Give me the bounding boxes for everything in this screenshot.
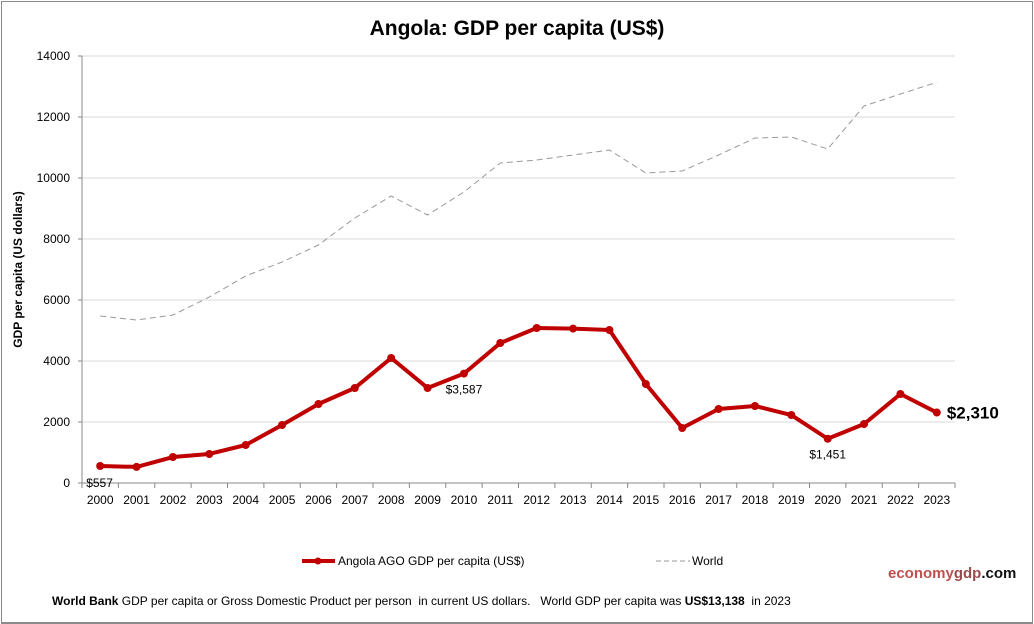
data-point-angola (350, 383, 359, 392)
x-tick-label: 2022 (887, 493, 914, 507)
x-tick-label: 2011 (487, 493, 513, 507)
data-point-angola (278, 420, 287, 429)
data-point-angola (423, 383, 432, 392)
brand-part3: .com (981, 565, 1017, 582)
data-point-angola (605, 326, 614, 335)
legend-label-angola: Angola AGO GDP per capita (US$) (338, 554, 525, 568)
x-tick-label: 2000 (87, 493, 114, 507)
x-tick-label: 2007 (341, 493, 368, 507)
data-point-angola (205, 449, 214, 458)
footer-source: World Bank (52, 594, 119, 608)
series-line-angola (100, 325, 938, 469)
y-tick-label: 10000 (37, 171, 71, 185)
data-point-angola (569, 324, 578, 333)
data-point-angola (932, 408, 941, 417)
x-tick-label: 2015 (632, 493, 659, 507)
x-tick-label: 2020 (814, 493, 841, 507)
data-label: $1,451 (809, 448, 846, 462)
data-point-angola (641, 379, 650, 388)
data-point-angola (896, 390, 905, 399)
brand-logo: economygdp.com (888, 565, 1016, 582)
x-tick-label: 2013 (560, 493, 587, 507)
y-tick-label: 12000 (37, 110, 71, 124)
data-point-angola (750, 401, 759, 410)
x-tick-label: 2004 (232, 493, 259, 507)
footer-world-value: US$13,138 (684, 594, 745, 608)
data-point-angola (132, 462, 141, 471)
data-point-angola (532, 323, 541, 332)
x-tick-label: 2005 (269, 493, 296, 507)
legend-label-world: World (692, 554, 723, 568)
x-tick-label: 2008 (378, 493, 405, 507)
data-label: $557 (86, 476, 113, 490)
chart-title: Angola: GDP per capita (US$) (370, 17, 665, 40)
footer-note: World Bank GDP per capita or Gross Domes… (52, 594, 791, 608)
y-tick-label: 2000 (43, 415, 70, 429)
data-point-angola (314, 400, 323, 409)
data-point-angola (496, 339, 505, 348)
y-axis-label: GDP per capita (US dollars) (11, 191, 25, 348)
series-line-world (100, 81, 937, 321)
x-tick-label: 2006 (305, 493, 332, 507)
footer-year: in 2023 (744, 594, 791, 608)
x-tick-label: 2016 (669, 493, 696, 507)
x-tick-label: 2017 (705, 493, 732, 507)
brand-part1: economy (888, 565, 954, 582)
y-tick-label: 0 (63, 476, 70, 490)
x-tick-label: 2010 (451, 493, 478, 507)
brand-part2: gdp (953, 565, 982, 582)
x-tick-label: 2021 (851, 493, 878, 507)
y-tick-label: 14000 (37, 49, 71, 63)
x-tick-label: 2009 (414, 493, 441, 507)
data-point-angola (787, 411, 796, 420)
y-tick-label: 6000 (43, 293, 70, 307)
data-point-angola (241, 440, 250, 449)
data-point-angola (96, 462, 105, 471)
data-point-angola (459, 369, 468, 378)
data-point-angola (714, 405, 723, 414)
legend-marker-angola (314, 557, 322, 565)
data-point-angola (823, 434, 832, 443)
y-tick-label: 4000 (43, 354, 70, 368)
data-label-latest: $2,310 (947, 404, 999, 423)
data-point-angola (678, 424, 687, 433)
data-point-angola (860, 420, 869, 429)
x-tick-label: 2001 (123, 493, 150, 507)
x-tick-label: 2023 (923, 493, 950, 507)
x-tick-label: 2002 (160, 493, 187, 507)
data-point-angola (168, 453, 177, 462)
x-tick-label: 2003 (196, 493, 223, 507)
x-tick-label: 2019 (778, 493, 805, 507)
x-tick-label: 2014 (596, 493, 623, 507)
x-tick-label: 2018 (742, 493, 769, 507)
footer-text: GDP per capita or Gross Domestic Product… (118, 594, 685, 608)
y-tick-label: 8000 (43, 232, 70, 246)
data-label: $3,587 (446, 383, 483, 397)
x-tick-label: 2012 (523, 493, 550, 507)
data-point-angola (387, 354, 396, 363)
